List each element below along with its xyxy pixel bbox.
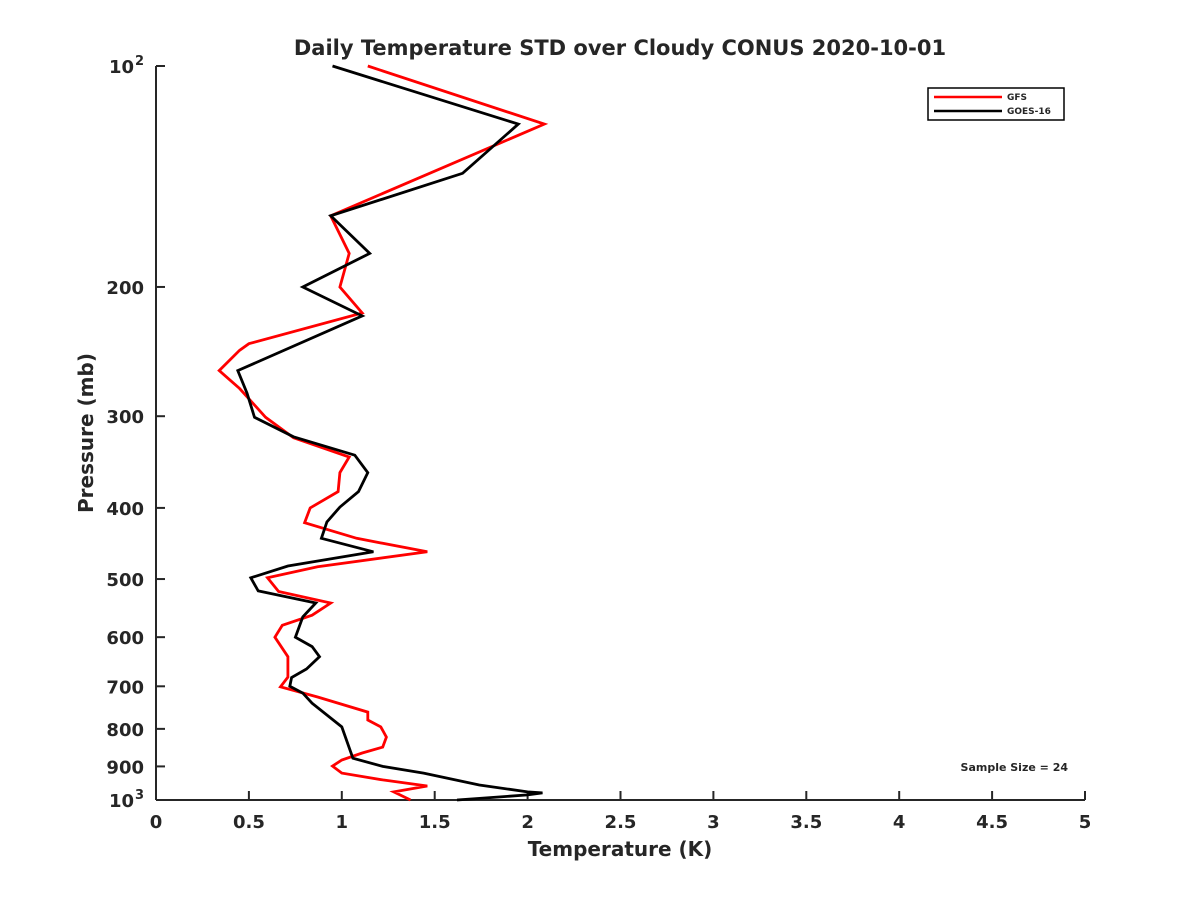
series-line-goes16: [235, 64, 543, 802]
legend: GFS GOES-16: [927, 87, 1065, 121]
y-tick-label: 10: [109, 57, 134, 78]
y-axis-label: Pressure (mb): [74, 353, 98, 513]
series-line-gfs: [217, 64, 549, 802]
y-tick-label: 300: [106, 407, 144, 428]
x-tick-label: 5: [1079, 812, 1092, 833]
y-tick-exponent: 3: [135, 788, 144, 803]
chart-title: Daily Temperature STD over Cloudy CONUS …: [294, 36, 946, 60]
y-tick-label: 800: [106, 720, 144, 741]
x-tick-label: 0.5: [233, 812, 265, 833]
x-tick-label: 4: [893, 812, 906, 833]
x-tick-label: 4.5: [976, 812, 1008, 833]
x-tick-label: 2: [521, 812, 534, 833]
y-tick-label: 10: [109, 791, 134, 812]
x-tick-label: 2.5: [605, 812, 637, 833]
sample-size-annotation: Sample Size = 24: [961, 761, 1069, 774]
y-tick-label: 600: [106, 628, 144, 649]
x-tick-label: 0: [150, 812, 163, 833]
x-tick-label: 1: [336, 812, 349, 833]
y-tick-label: 700: [106, 677, 144, 698]
legend-box: [927, 87, 1065, 121]
y-tick-label: 500: [106, 570, 144, 591]
x-tick-label: 1.5: [419, 812, 451, 833]
y-tick-label: 400: [106, 499, 144, 520]
y-tick-label: 900: [106, 757, 144, 778]
legend-label-goes16: GOES-16: [1007, 107, 1051, 117]
y-tick-label: 200: [106, 278, 144, 299]
x-axis-label: Temperature (K): [528, 837, 713, 861]
y-tick-exponent: 2: [135, 54, 144, 69]
x-tick-label: 3.5: [790, 812, 822, 833]
x-tick-label: 3: [707, 812, 720, 833]
legend-label-gfs: GFS: [1007, 93, 1027, 103]
